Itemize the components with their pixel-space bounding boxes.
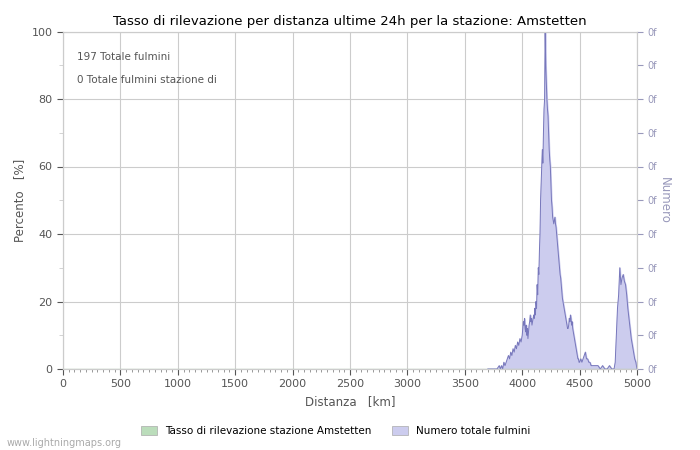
Legend: Tasso di rilevazione stazione Amstetten, Numero totale fulmini: Tasso di rilevazione stazione Amstetten,… <box>137 422 535 440</box>
X-axis label: Distanza   [km]: Distanza [km] <box>304 395 395 408</box>
Text: www.lightningmaps.org: www.lightningmaps.org <box>7 438 122 448</box>
Text: 197 Totale fulmini: 197 Totale fulmini <box>77 52 171 62</box>
Y-axis label: Numero: Numero <box>658 177 671 224</box>
Title: Tasso di rilevazione per distanza ultime 24h per la stazione: Amstetten: Tasso di rilevazione per distanza ultime… <box>113 14 587 27</box>
Text: 0 Totale fulmini stazione di: 0 Totale fulmini stazione di <box>77 75 217 86</box>
Y-axis label: Percento   [%]: Percento [%] <box>13 159 26 242</box>
